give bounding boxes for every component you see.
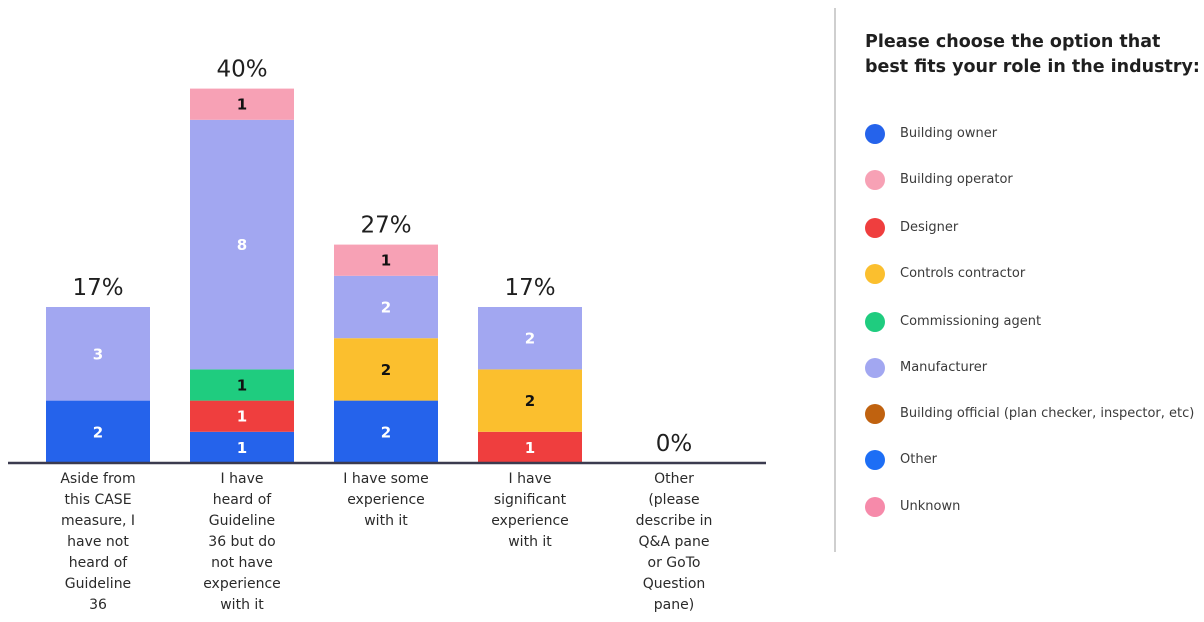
bar-segment-value-label: 1 xyxy=(237,377,247,395)
legend-item: Building owner xyxy=(865,124,1204,144)
x-tick-label-line: with it xyxy=(508,534,552,550)
legend-color-dot xyxy=(865,312,885,332)
bar-segment-value-label: 2 xyxy=(381,361,391,379)
bar-segment xyxy=(190,119,294,370)
x-tick-label-line: Guideline xyxy=(208,513,276,529)
x-tick-label: I have heard of Guideline 36 but do not have… xyxy=(180,469,304,616)
x-tick-label-line: heard of xyxy=(68,555,128,571)
legend-color-dot xyxy=(865,497,885,517)
legend-label: Designer xyxy=(900,220,959,235)
bar-segment-value-label: 2 xyxy=(93,423,103,441)
legend-label: Commissioning agent xyxy=(900,314,1042,329)
x-tick-label-line: Aside from xyxy=(60,471,136,487)
legend-item: Other xyxy=(865,450,1204,470)
legend-title: Please choose the option that best fits … xyxy=(865,32,1200,77)
bar-segment xyxy=(334,338,438,401)
x-tick-label-line: pane) xyxy=(653,597,695,613)
bar-segment xyxy=(334,275,438,339)
bar-segment xyxy=(190,400,294,432)
legend-color-dot xyxy=(865,170,885,190)
legend: Please choose the option that best fits … xyxy=(865,30,1204,517)
bar-percent-label: 40% xyxy=(216,57,267,83)
bar-segment xyxy=(334,400,438,463)
bars-group: 2 3 1 1 1 8 1 2 2 2 1 1 2 2 xyxy=(46,88,582,463)
bar-segment-value-label: 1 xyxy=(237,408,247,426)
bar-segment xyxy=(478,369,582,432)
legend-item: Designer xyxy=(865,218,1204,238)
x-tick-label-line: Other xyxy=(654,471,694,487)
legend-item: Manufacturer xyxy=(865,358,1204,378)
bar-segment xyxy=(478,307,582,370)
bar-segment xyxy=(190,369,294,401)
legend-label: Unknown xyxy=(900,499,961,514)
bar-segment xyxy=(46,400,150,463)
x-tick-label: Other (please describe in Q&A pane or GoTo Qu… xyxy=(612,469,736,616)
x-tick-label-line: have not xyxy=(67,534,129,550)
bar-segment-value-label: 2 xyxy=(525,392,535,410)
legend-color-dot xyxy=(865,124,885,144)
legend-item: Building operator xyxy=(865,170,1204,190)
bar-segment xyxy=(478,431,582,463)
bar-segment-value-label: 1 xyxy=(237,439,247,457)
bar-segment-value-label: 1 xyxy=(525,439,535,457)
legend-color-dot xyxy=(865,450,885,470)
legend-item: Controls contractor xyxy=(865,264,1204,284)
bar-segment-value-label: 3 xyxy=(93,345,103,363)
legend-divider xyxy=(834,8,836,552)
x-tick-label-line: Question xyxy=(642,576,706,592)
x-tick-label-line: Guideline xyxy=(64,576,132,592)
x-tick-label: Aside from this CASE measure, I have not hea… xyxy=(36,469,160,616)
bar-segment-value-label: 8 xyxy=(237,236,247,254)
bar-segment xyxy=(190,431,294,463)
x-tick-label-line: 36 xyxy=(89,597,107,613)
legend-label: Manufacturer xyxy=(900,360,988,375)
legend-item: Commissioning agent xyxy=(865,312,1204,332)
stacked-bar-chart: 2 3 1 1 1 8 1 2 2 2 1 1 2 2 17% 40% 27% 17% 0% xyxy=(8,57,766,465)
legend-label: Controls contractor xyxy=(900,266,1026,281)
x-tick-label-line: I have xyxy=(508,471,552,487)
legend-label: Other xyxy=(900,452,937,467)
bar-segment-value-label: 2 xyxy=(381,423,391,441)
bar-segment-value-label: 2 xyxy=(525,330,535,348)
bar-segment xyxy=(190,88,294,120)
bar-percent-label: 17% xyxy=(72,275,123,301)
x-tick-label-line: measure, I xyxy=(60,513,136,529)
bar-percent-label: 0% xyxy=(656,431,693,457)
legend-label: Building operator xyxy=(900,172,1013,187)
x-tick-label-line: with it xyxy=(220,597,264,613)
x-tick-label: I have significant experience with it xyxy=(468,469,592,553)
x-tick-label-line: I have some xyxy=(343,471,429,487)
x-tick-label-line: (please xyxy=(648,492,700,508)
x-tick-label-line: significant xyxy=(493,492,567,508)
bar-percent-label: 27% xyxy=(360,213,411,239)
legend-color-dot xyxy=(865,218,885,238)
x-tick-label-line: Q&A pane xyxy=(638,534,710,550)
bar-segment-value-label: 2 xyxy=(381,299,391,317)
legend-item: Building official (plan checker, inspect… xyxy=(865,404,1204,424)
x-tick-label-line: this CASE xyxy=(64,492,132,508)
bar-segment xyxy=(334,244,438,276)
legend-label: Building official (plan checker, inspect… xyxy=(900,406,1195,421)
x-tick-label-line: I have xyxy=(220,471,264,487)
x-tick-label-line: with it xyxy=(364,513,408,529)
bar-segment-value-label: 1 xyxy=(381,252,391,270)
bar-segment xyxy=(46,307,150,401)
percent-labels: 17% 40% 27% 17% 0% xyxy=(72,57,692,457)
x-tick-label-line: experience xyxy=(347,492,425,508)
x-tick-label-line: 36 but do xyxy=(208,534,276,550)
bar-percent-label: 17% xyxy=(504,275,555,301)
x-tick-label-line: describe in xyxy=(635,513,713,529)
legend-color-dot xyxy=(865,358,885,378)
x-tick-label-line: experience xyxy=(491,513,569,529)
legend-color-dot xyxy=(865,264,885,284)
bar-segment-value-label: 1 xyxy=(237,96,247,114)
x-tick-label-line: heard of xyxy=(212,492,272,508)
x-tick-label-line: or GoTo xyxy=(647,555,701,571)
x-tick-label-line: not have xyxy=(211,555,273,571)
legend-color-dot xyxy=(865,404,885,424)
legend-item: Unknown xyxy=(865,497,1204,517)
x-tick-label: I have some experience with it xyxy=(324,469,448,532)
legend-label: Building owner xyxy=(900,126,998,141)
x-tick-label-line: experience xyxy=(203,576,281,592)
